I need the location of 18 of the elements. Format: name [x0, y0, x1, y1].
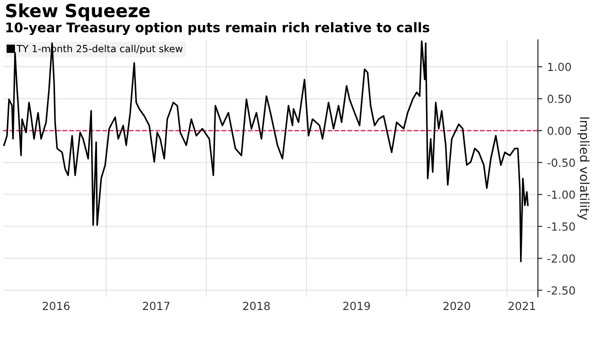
x-tick-label: 2021	[508, 302, 535, 310]
y-tick-label: 1.00	[548, 62, 571, 72]
y-tick-label: -0.50	[547, 158, 575, 167]
line-series	[3, 40, 529, 262]
chart-title: Skew Squeeze	[6, 3, 150, 21]
y-tick-label: 0.00	[548, 126, 571, 135]
y-tick-label: -1.00	[547, 190, 575, 199]
y-tick-label: -2.00	[547, 254, 575, 263]
x-tick-label: 2016	[42, 302, 70, 310]
y-axis-title: Implied volatility	[577, 117, 590, 220]
y-tick-label: 0.50	[548, 94, 571, 104]
x-tick-label: 2019	[343, 302, 370, 310]
y-tick-label: -2.50	[547, 286, 575, 295]
x-tick-label: 2020	[443, 302, 470, 310]
x-tick-label: 2018	[243, 302, 270, 310]
y-tick-label: -1.50	[547, 222, 575, 231]
chart-subtitle: 10-year Treasury option puts remain rich relative to calls	[6, 22, 430, 36]
x-tick-label: 2017	[142, 302, 170, 310]
